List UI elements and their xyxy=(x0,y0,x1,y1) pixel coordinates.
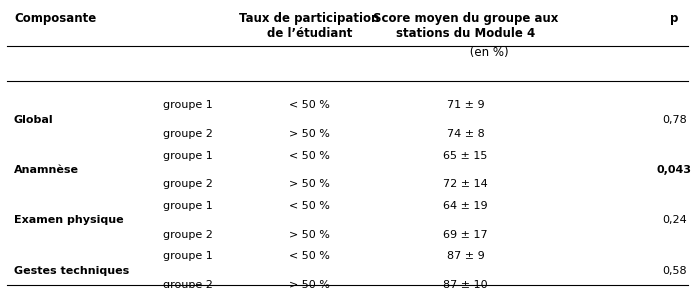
Text: < 50 %: < 50 % xyxy=(289,201,329,211)
Text: groupe 2: groupe 2 xyxy=(163,230,213,240)
Text: < 50 %: < 50 % xyxy=(289,100,329,110)
Text: 0,78: 0,78 xyxy=(662,115,687,124)
Text: 0,58: 0,58 xyxy=(662,266,687,276)
Text: groupe 1: groupe 1 xyxy=(163,100,213,110)
Text: > 50 %: > 50 % xyxy=(289,280,329,288)
Text: 64 ± 19: 64 ± 19 xyxy=(443,201,488,211)
Text: Global: Global xyxy=(14,115,54,124)
Text: 69 ± 17: 69 ± 17 xyxy=(443,230,488,240)
Text: < 50 %: < 50 % xyxy=(289,251,329,261)
Text: Score moyen du groupe aux
stations du Module 4: Score moyen du groupe aux stations du Mo… xyxy=(373,12,558,39)
Text: Examen physique: Examen physique xyxy=(14,215,124,225)
Text: groupe 2: groupe 2 xyxy=(163,179,213,189)
Text: groupe 1: groupe 1 xyxy=(163,201,213,211)
Text: 74 ± 8: 74 ± 8 xyxy=(447,129,484,139)
Text: 87 ± 10: 87 ± 10 xyxy=(443,280,488,288)
Text: < 50 %: < 50 % xyxy=(289,151,329,160)
Text: Gestes techniques: Gestes techniques xyxy=(14,266,129,276)
Text: 65 ± 15: 65 ± 15 xyxy=(443,151,488,160)
Text: > 50 %: > 50 % xyxy=(289,179,329,189)
Text: > 50 %: > 50 % xyxy=(289,129,329,139)
Text: 71 ± 9: 71 ± 9 xyxy=(447,100,484,110)
Text: p: p xyxy=(670,12,678,24)
Text: 0,043: 0,043 xyxy=(657,165,692,175)
Text: Composante: Composante xyxy=(14,12,96,24)
Text: Anamnèse: Anamnèse xyxy=(14,165,79,175)
Text: groupe 2: groupe 2 xyxy=(163,280,213,288)
Text: 0,24: 0,24 xyxy=(662,215,687,225)
Text: groupe 1: groupe 1 xyxy=(163,151,213,160)
Text: groupe 1: groupe 1 xyxy=(163,251,213,261)
Text: Taux de participation
de l’étudiant: Taux de participation de l’étudiant xyxy=(239,12,379,39)
Text: 72 ± 14: 72 ± 14 xyxy=(443,179,488,189)
Text: groupe 2: groupe 2 xyxy=(163,129,213,139)
Text: (en %): (en %) xyxy=(466,46,508,59)
Text: 87 ± 9: 87 ± 9 xyxy=(447,251,484,261)
Text: > 50 %: > 50 % xyxy=(289,230,329,240)
